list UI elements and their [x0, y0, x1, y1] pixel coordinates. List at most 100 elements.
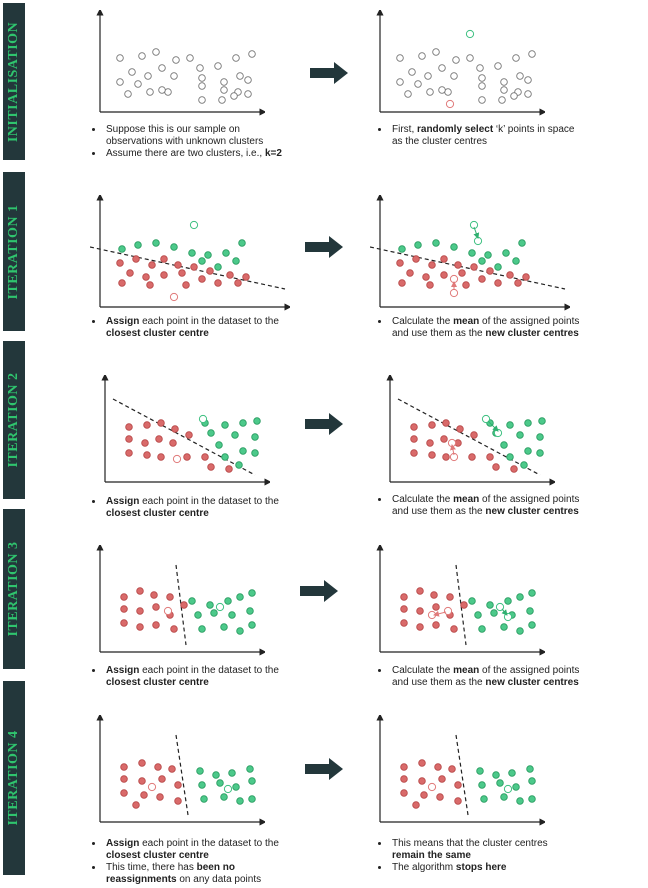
- data-point: [185, 431, 193, 439]
- data-point: [220, 86, 228, 94]
- data-point: [524, 90, 532, 98]
- data-point: [221, 421, 229, 429]
- note-bold: been no reassignments: [106, 862, 235, 885]
- data-point: [134, 241, 142, 249]
- data-point: [518, 239, 526, 247]
- note-text: The algorithm: [392, 862, 456, 873]
- section-band-initialisation: INITIALISATION: [3, 3, 25, 160]
- data-point: [522, 273, 530, 281]
- note-bold: new cluster centres: [485, 677, 579, 688]
- scatter-plot-it3-right: [376, 545, 545, 656]
- data-point: [168, 765, 176, 773]
- right-arrow-icon: [300, 580, 338, 602]
- data-point: [248, 589, 256, 597]
- data-point: [246, 607, 254, 615]
- cluster-centre: [449, 288, 459, 298]
- data-point: [126, 269, 134, 277]
- right-arrow-icon: [305, 413, 343, 435]
- data-point: [432, 621, 440, 629]
- data-point: [512, 783, 520, 791]
- note-text: Calculate the: [392, 316, 454, 327]
- data-point: [141, 439, 149, 447]
- data-point: [408, 68, 416, 76]
- data-point: [428, 261, 436, 269]
- data-point: [232, 257, 240, 265]
- centre-move-arrow: [433, 610, 447, 617]
- data-point: [400, 619, 408, 627]
- note-text: ‘k’ points in space as the cluster centr…: [392, 124, 575, 147]
- data-point: [432, 48, 440, 56]
- data-point: [152, 239, 160, 247]
- scatter-plot-init-left: [96, 10, 265, 116]
- data-point: [516, 593, 524, 601]
- data-point: [418, 777, 426, 785]
- data-point: [160, 271, 168, 279]
- data-point: [224, 597, 232, 605]
- data-point: [152, 48, 160, 56]
- data-point: [232, 783, 240, 791]
- data-point: [426, 281, 434, 289]
- decision-boundary: [90, 246, 286, 290]
- list-item: This means that the cluster centres rema…: [390, 838, 583, 862]
- section-title: ITERATION 3: [6, 541, 21, 637]
- note-text: First,: [392, 124, 417, 135]
- data-point: [116, 54, 124, 62]
- note-bold: mean: [453, 316, 480, 327]
- scatter-plot-it4-left: [96, 715, 265, 826]
- data-point: [418, 52, 426, 60]
- data-point: [118, 279, 126, 287]
- section-title: ITERATION 2: [6, 372, 21, 468]
- data-point: [428, 451, 436, 459]
- note-text: each point in the dataset to the: [139, 316, 279, 327]
- data-point: [508, 769, 516, 777]
- data-point: [220, 793, 228, 801]
- data-point: [242, 273, 250, 281]
- data-point: [214, 263, 222, 271]
- data-point: [216, 779, 224, 787]
- data-point: [500, 86, 508, 94]
- it4-right-notes: This means that the cluster centres rema…: [378, 838, 583, 874]
- cluster-centre: [223, 784, 233, 794]
- section-title: ITERATION 4: [6, 730, 21, 826]
- data-point: [221, 453, 229, 461]
- note-text: This time, there has: [106, 862, 197, 873]
- data-point: [218, 96, 226, 104]
- data-point: [412, 255, 420, 263]
- data-point: [152, 603, 160, 611]
- section-band-iteration-3: ITERATION 3: [3, 509, 25, 669]
- list-item: Suppose this is our sample on observatio…: [104, 124, 292, 148]
- cluster-centre: [163, 606, 173, 616]
- data-point: [136, 623, 144, 631]
- data-point: [516, 431, 524, 439]
- data-point: [128, 68, 136, 76]
- data-point: [438, 86, 446, 94]
- data-point: [125, 435, 133, 443]
- data-point: [454, 261, 462, 269]
- data-point: [406, 269, 414, 277]
- data-point: [476, 64, 484, 72]
- data-point: [528, 50, 536, 58]
- data-point: [516, 72, 524, 80]
- note-text: on any data points: [176, 874, 262, 885]
- section-title: INITIALISATION: [6, 21, 21, 142]
- data-point: [140, 791, 148, 799]
- data-point: [174, 261, 182, 269]
- section-band-iteration-2: ITERATION 2: [3, 341, 25, 499]
- data-point: [468, 597, 476, 605]
- data-point: [196, 767, 204, 775]
- data-point: [228, 769, 236, 777]
- right-arrow-icon: [305, 758, 343, 780]
- decision-boundary: [397, 398, 541, 476]
- cluster-centre: [443, 606, 453, 616]
- data-point: [146, 281, 154, 289]
- data-point: [416, 607, 424, 615]
- centre-move-arrow: [487, 420, 499, 432]
- note-text: Suppose this is our sample on observatio…: [106, 124, 264, 147]
- data-point: [538, 417, 546, 425]
- data-point: [253, 417, 261, 425]
- data-point: [155, 435, 163, 443]
- data-point: [160, 255, 168, 263]
- data-point: [506, 271, 514, 279]
- data-point: [248, 621, 256, 629]
- data-point: [452, 56, 460, 64]
